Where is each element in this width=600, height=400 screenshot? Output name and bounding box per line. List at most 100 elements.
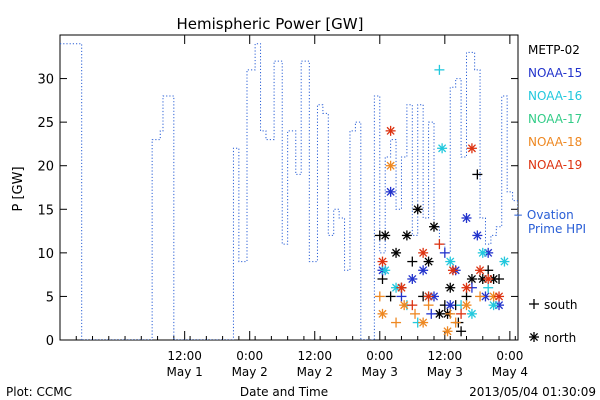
data-point-noaa-16-north (488, 300, 499, 311)
data-point-noaa-18-south (374, 291, 385, 302)
data-point-noaa-18-north (461, 300, 472, 311)
data-point-noaa-19-north (447, 265, 458, 276)
data-point-metp-02-south (456, 326, 467, 337)
y-tick-label: 5 (46, 290, 54, 305)
data-point-noaa-16-north (437, 143, 448, 154)
y-tick-label: 30 (37, 73, 54, 88)
x-tick-date: May 3 (362, 365, 398, 379)
data-point-noaa-18-north (385, 160, 396, 171)
data-point-noaa-16-north (499, 256, 510, 267)
data-point-noaa-19-north (396, 282, 407, 293)
data-point-metp-02-south (385, 291, 396, 302)
data-point-noaa-16-north (445, 256, 456, 267)
data-point-metp-02-south (377, 274, 388, 284)
data-point-metp-02-north (380, 230, 391, 241)
data-point-noaa-18-north (418, 317, 429, 328)
data-point-noaa-19-south (407, 300, 418, 311)
y-axis-label: P [GW] (11, 166, 26, 211)
x-tick-date: May 2 (297, 365, 333, 379)
data-point-noaa-18-south (391, 317, 402, 328)
data-point-noaa-18-south (475, 291, 486, 302)
data-point-noaa-19-north (385, 125, 396, 136)
legend-entry-metp-02: METP-02 (528, 43, 580, 57)
data-point-metp-02-north (412, 204, 423, 215)
data-point-metp-02-south (461, 291, 472, 302)
x-tick-hour: 0:00 (236, 349, 263, 363)
legend-marker-south (529, 299, 539, 309)
plot-timestamp: 2013/05/04 01:30:09 (469, 385, 596, 399)
data-point-noaa-16-north (477, 247, 488, 258)
data-point-noaa-19-south (456, 308, 467, 319)
data-point-metp-02-north (391, 247, 402, 258)
data-point-noaa-16-north (380, 265, 391, 276)
chart-title: Hemispheric Power [GW] (177, 15, 364, 33)
data-point-noaa-15-north (445, 300, 456, 311)
data-point-metp-02-north (466, 274, 477, 284)
x-tick-date: May 2 (232, 365, 268, 379)
data-point-noaa-16-south (434, 64, 445, 75)
data-point-noaa-15-south (396, 291, 407, 302)
legend-entry-noaa-15: NOAA-15 (528, 66, 582, 80)
data-point-noaa-19-north (483, 274, 494, 284)
data-point-noaa-15-south (426, 308, 437, 319)
data-point-metp-02-south (494, 274, 505, 284)
data-point-noaa-18-south (410, 308, 421, 319)
data-point-noaa-19-north (461, 282, 472, 293)
data-point-noaa-18-south (450, 317, 461, 328)
data-point-noaa-18-south (445, 308, 456, 319)
data-point-noaa-15-north (461, 213, 472, 223)
data-point-noaa-16-north (466, 308, 477, 319)
data-point-noaa-16-south (483, 282, 494, 293)
data-point-noaa-19-south (434, 239, 445, 250)
y-tick-label: 15 (37, 203, 54, 218)
legend-entry-noaa-18: NOAA-18 (528, 135, 582, 149)
data-point-metp-02-north (428, 221, 439, 232)
data-point-metp-02-north (445, 282, 456, 293)
x-tick-hour: 12:00 (167, 349, 202, 363)
x-tick-date: May 1 (167, 365, 203, 379)
data-point-noaa-19-north (466, 143, 477, 154)
legend-entry-noaa-16: NOAA-16 (528, 89, 582, 103)
data-point-noaa-18-south (423, 300, 434, 311)
legend-marker-north (529, 332, 539, 342)
data-point-noaa-15-north (385, 186, 396, 197)
data-point-noaa-18-north (442, 326, 453, 337)
legend-entry-ovation-line1: − Ovation (513, 208, 574, 222)
x-tick-date: May 3 (427, 365, 463, 379)
data-point-noaa-15-south (439, 247, 450, 258)
x-tick-date: May 4 (492, 365, 528, 379)
data-point-noaa-19-north (475, 265, 486, 276)
data-point-metp-02-south (472, 169, 483, 180)
x-tick-hour: 12:00 (428, 349, 463, 363)
plot-frame (59, 34, 519, 341)
legend-label-north: north (544, 331, 576, 345)
data-point-noaa-15-north (407, 274, 418, 284)
data-point-noaa-19-north (423, 291, 434, 302)
data-point-noaa-19-north (377, 256, 388, 267)
x-axis-label: Date and Time (240, 385, 328, 399)
legend-entry-noaa-17: NOAA-17 (528, 112, 582, 126)
x-tick-hour: 0:00 (366, 349, 393, 363)
data-point-metp-02-south (407, 256, 418, 267)
legend-entry-noaa-19: NOAA-19 (528, 158, 582, 172)
x-tick-hour: 12:00 (297, 349, 332, 363)
y-tick-label: 25 (37, 116, 54, 131)
y-tick-label: 20 (37, 160, 54, 175)
data-point-metp-02-north (401, 230, 412, 241)
y-tick-label: 0 (46, 334, 54, 349)
x-tick-hour: 0:00 (496, 349, 523, 363)
data-point-noaa-19-north (418, 247, 429, 258)
plot-credit: Plot: CCMC (6, 385, 72, 399)
data-point-noaa-18-north (377, 308, 388, 319)
legend-label-south: south (544, 298, 578, 312)
ovation-hpi-line (60, 43, 518, 340)
data-point-noaa-15-north (418, 265, 429, 276)
plot-area: 0 5 10 15 20 25 30 12:00 May 1 0:00 May 2 12:00 May … (37, 34, 528, 379)
data-point-noaa-19-north (494, 291, 505, 302)
legend-entry-ovation-line2: Prime HPI (528, 222, 586, 236)
y-tick-label: 10 (37, 247, 54, 262)
data-point-metp-02-north (423, 256, 434, 267)
data-point-noaa-15-north (472, 230, 483, 241)
legend: METP-02 NOAA-15 NOAA-16 NOAA-17 NOAA-18 NOAA-… (513, 43, 586, 345)
